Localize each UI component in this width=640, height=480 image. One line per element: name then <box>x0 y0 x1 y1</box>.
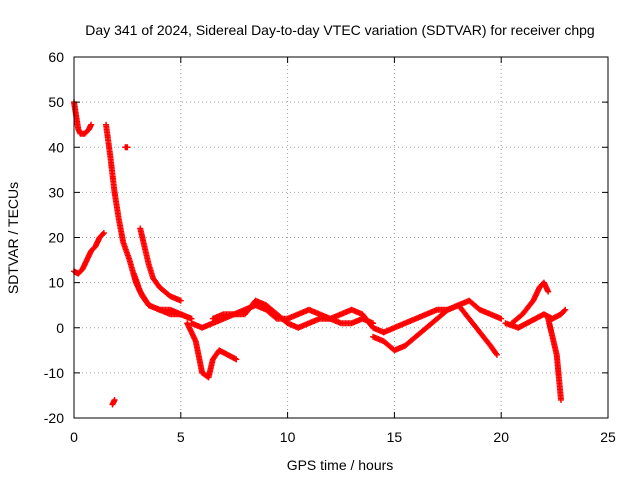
data-point-marker <box>493 351 500 358</box>
data-points <box>71 99 569 408</box>
y-tick-label: 60 <box>48 49 64 65</box>
data-point-marker <box>493 350 500 357</box>
x-tick-label: 10 <box>280 429 296 445</box>
data-point-marker <box>561 307 568 314</box>
x-tick-label: 0 <box>70 429 78 445</box>
data-point-marker <box>99 231 106 238</box>
y-tick-label: 40 <box>48 139 64 155</box>
x-axis-label: GPS time / hours <box>287 457 394 473</box>
y-axis-label: SDTVAR / TECUs <box>5 182 21 294</box>
axis-ticks: 0 5 10 15 20 25 -20 -10 0 10 20 30 40 50 60 <box>44 49 616 445</box>
y-tick-label: 30 <box>48 184 64 200</box>
y-tick-label: 0 <box>56 320 64 336</box>
y-tick-label: 10 <box>48 275 64 291</box>
grid-lines <box>74 57 608 418</box>
data-point-marker <box>498 315 505 322</box>
y-tick-label: -10 <box>44 365 64 381</box>
y-tick-label: 20 <box>48 230 64 246</box>
x-tick-label: 25 <box>600 429 616 445</box>
data-point-marker <box>562 306 569 313</box>
x-tick-label: 5 <box>177 429 185 445</box>
data-point-marker <box>233 356 240 363</box>
chart-title: Day 341 of 2024, Sidereal Day-to-day VTE… <box>85 22 594 38</box>
y-tick-label: -20 <box>44 410 64 426</box>
data-point-marker <box>545 288 552 295</box>
x-tick-label: 15 <box>387 429 403 445</box>
data-point-marker <box>124 144 131 151</box>
data-point-marker <box>558 396 565 403</box>
data-point-marker <box>100 229 107 236</box>
data-point-marker <box>111 396 118 403</box>
x-tick-label: 20 <box>493 429 509 445</box>
data-point-marker <box>88 121 95 128</box>
data-point-marker <box>177 297 184 304</box>
y-tick-label: 50 <box>48 94 64 110</box>
